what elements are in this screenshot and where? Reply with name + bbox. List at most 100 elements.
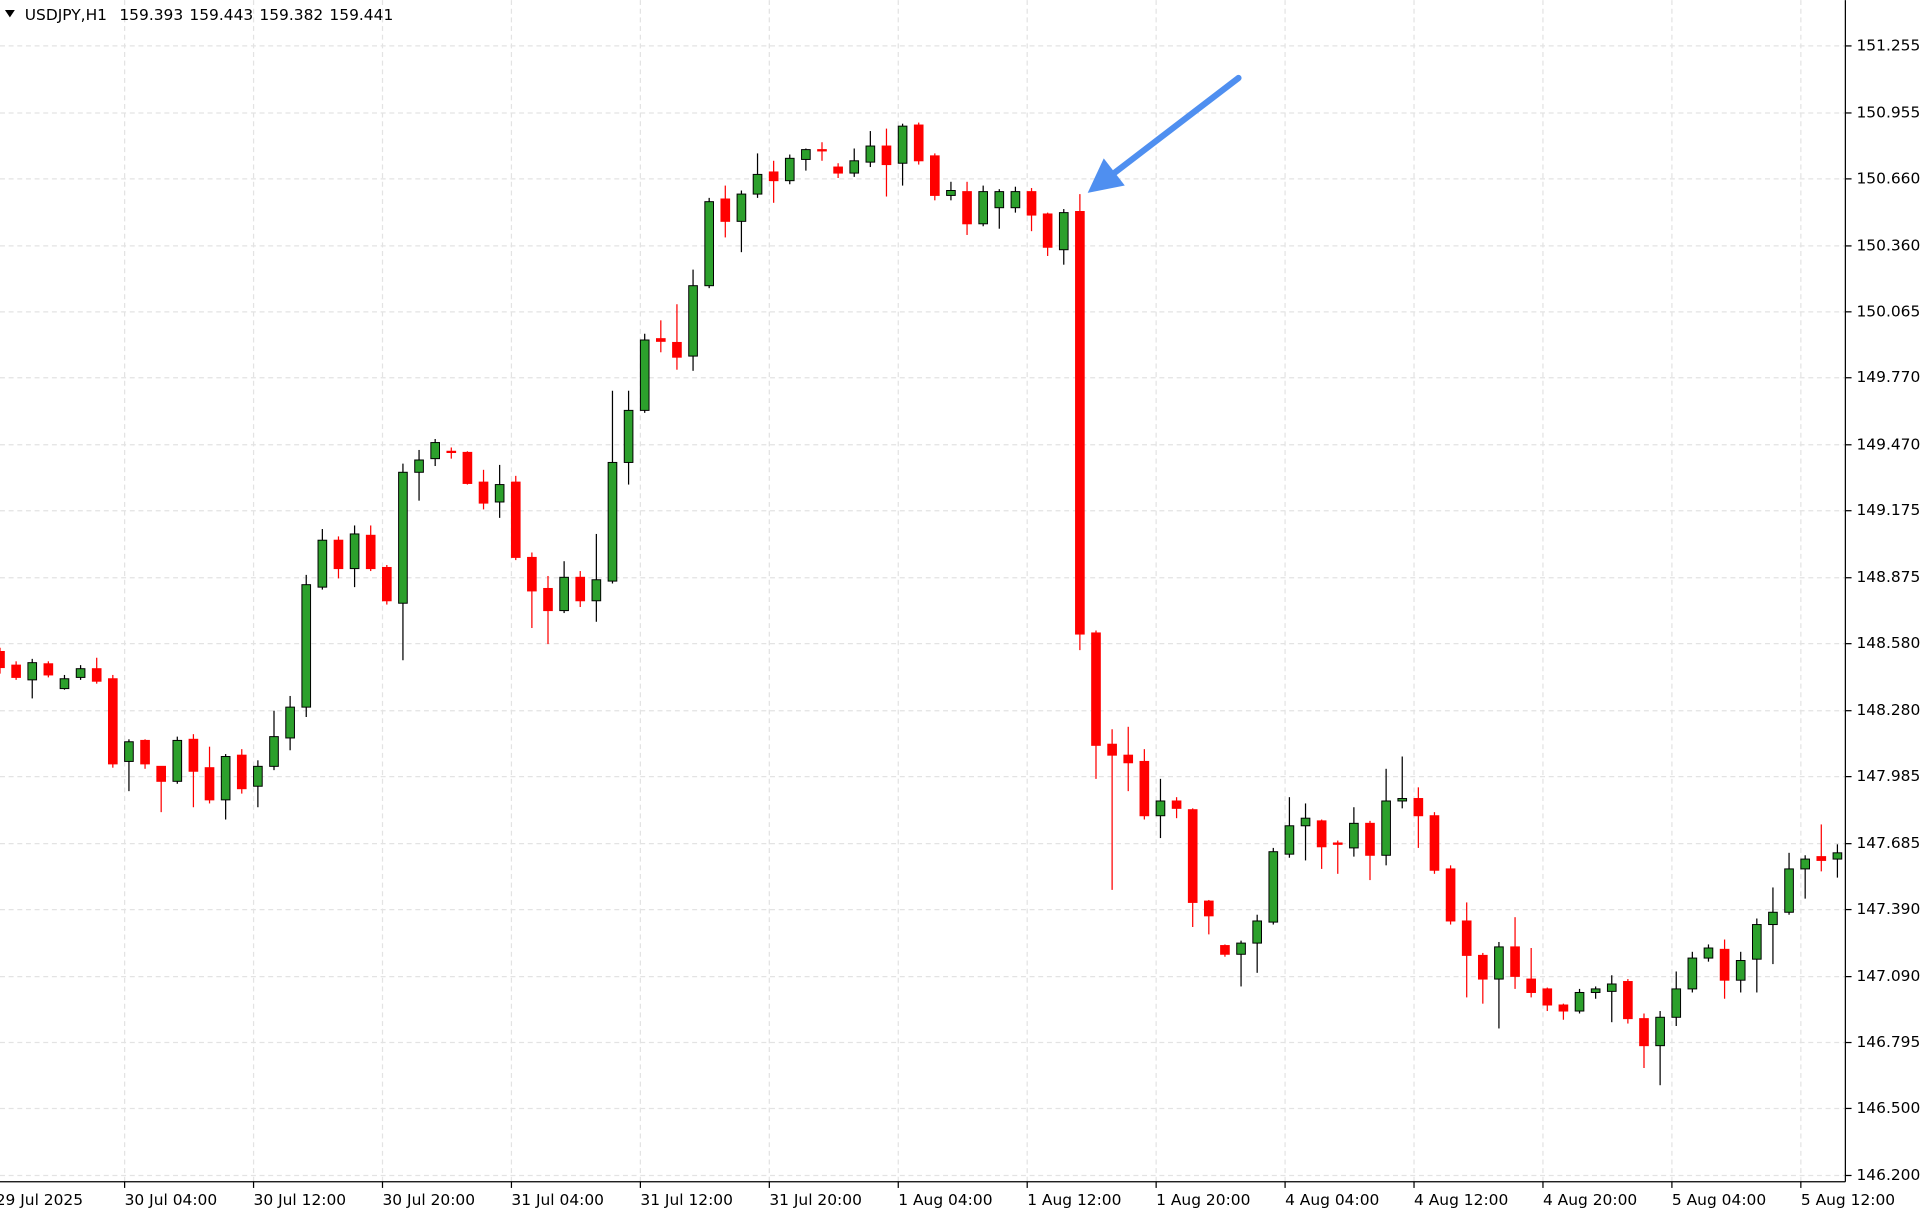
x-tick-label: 4 Aug 12:00 [1414, 1191, 1508, 1209]
chart-header: USDJPY,H1 159.393 159.443 159.382 159.441 [25, 5, 394, 23]
candle-body [301, 584, 312, 708]
x-tick-label: 30 Jul 12:00 [254, 1191, 347, 1209]
candle-body [1655, 1016, 1665, 1047]
candle-body [510, 481, 521, 558]
candle-body [946, 190, 956, 196]
candle-body [1075, 211, 1085, 635]
candle-body [1187, 809, 1198, 903]
candle-body [236, 754, 247, 790]
y-tick-label: 146.795 [1856, 1033, 1920, 1051]
candle-body [1155, 800, 1166, 817]
candle-body [1010, 191, 1021, 209]
candle-body [913, 124, 924, 162]
candle-body [156, 765, 166, 782]
candle-body [1139, 760, 1150, 817]
candle-body [220, 756, 231, 801]
candle-body [817, 149, 827, 152]
x-tick-label: 31 Jul 04:00 [511, 1191, 604, 1209]
candle-body [365, 534, 376, 570]
x-tick-label: 1 Aug 12:00 [1027, 1191, 1121, 1209]
candle-body [494, 484, 505, 503]
candle-body [1687, 957, 1698, 990]
candle-body [639, 339, 650, 411]
candle-body [720, 198, 731, 222]
y-tick-label: 150.065 [1856, 302, 1920, 320]
annotation-arrow [1087, 74, 1242, 193]
candle-body [801, 149, 811, 160]
candle-body [1768, 911, 1778, 926]
arrow-head [1087, 158, 1125, 193]
y-tick-label: 150.955 [1856, 103, 1920, 121]
candle-body [462, 451, 473, 484]
candle-body [1558, 1004, 1569, 1012]
y-tick-label: 149.175 [1856, 501, 1920, 519]
symbol: USDJPY,H1 [25, 5, 107, 23]
candle-body [204, 767, 215, 801]
y-tick-label: 147.685 [1856, 834, 1920, 852]
candle-body [1494, 946, 1504, 980]
candle-body [478, 481, 489, 504]
x-tick-label: 4 Aug 20:00 [1543, 1191, 1637, 1209]
quote-open: 159.393 [119, 5, 183, 23]
candle-body [1429, 815, 1440, 871]
x-tick-label: 4 Aug 04:00 [1285, 1191, 1379, 1209]
candle-body [1751, 924, 1762, 960]
candle-body [1477, 954, 1488, 980]
candle-body [253, 765, 263, 787]
x-tick-label: 30 Jul 04:00 [125, 1191, 218, 1209]
candle-body [978, 191, 988, 225]
candle-body [591, 579, 602, 602]
y-tick-label: 149.470 [1856, 435, 1920, 453]
candle-body [1171, 800, 1182, 809]
x-tick-label: 1 Aug 20:00 [1156, 1191, 1250, 1209]
candle-body [784, 157, 795, 182]
candle-body [349, 533, 360, 570]
candle-body [881, 145, 892, 166]
candle-body [527, 556, 537, 592]
y-tick-label: 150.360 [1856, 236, 1920, 254]
candle-body [1349, 822, 1359, 849]
arrow-shaft [1109, 74, 1242, 178]
candle-body [575, 576, 586, 602]
candle-body [656, 338, 666, 342]
candle-body [91, 668, 102, 682]
candle-body [398, 471, 408, 604]
y-tick-label: 149.770 [1856, 368, 1920, 386]
candle-body [11, 664, 21, 678]
candle-body [1284, 825, 1295, 855]
x-tick-label: 5 Aug 04:00 [1672, 1191, 1766, 1209]
x-tick-label: 29 Jul 2025 [0, 1191, 83, 1209]
y-tick-label: 147.985 [1856, 767, 1920, 785]
candle-body [607, 461, 618, 582]
candle-body [317, 539, 328, 588]
y-tick-label: 146.500 [1856, 1099, 1920, 1117]
y-tick-label: 148.280 [1856, 701, 1920, 719]
candle-body [1316, 820, 1327, 848]
candle-body [1204, 900, 1214, 917]
candle-body [833, 166, 843, 174]
candle-body [1719, 948, 1730, 981]
x-tick-label: 30 Jul 20:00 [382, 1191, 475, 1209]
candle-body [994, 191, 1005, 209]
quote-high: 159.443 [189, 5, 253, 23]
candle-body [414, 459, 424, 473]
candle-body [1236, 942, 1246, 955]
candle-body [1445, 868, 1456, 922]
candle-body [672, 341, 682, 358]
x-tick-label: 5 Aug 12:00 [1801, 1191, 1895, 1209]
candle-body [430, 442, 440, 460]
candle-body [752, 173, 763, 195]
candle-body [1332, 842, 1343, 845]
candle-body [1606, 983, 1617, 992]
candle-body [1800, 858, 1810, 870]
candle-body [1365, 822, 1375, 856]
y-tick-label: 150.660 [1856, 169, 1920, 187]
menu-triangle[interactable] [4, 10, 15, 18]
candle-body [108, 678, 118, 765]
candle-body [333, 539, 344, 570]
candle-body [1042, 213, 1053, 248]
candle-body [27, 662, 38, 681]
y-tick-label: 148.580 [1856, 634, 1920, 652]
